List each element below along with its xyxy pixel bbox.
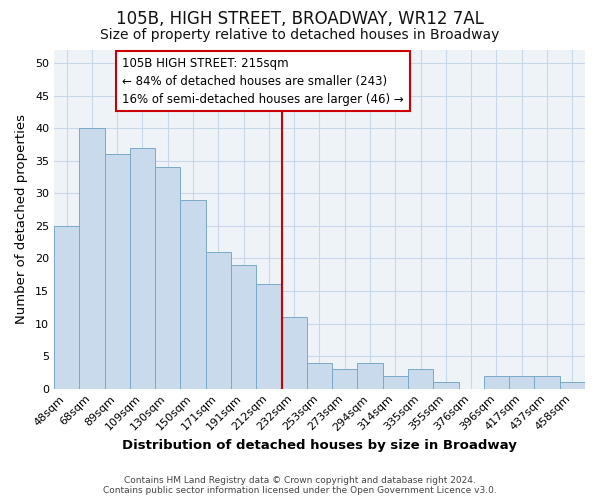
Bar <box>433 382 458 388</box>
X-axis label: Distribution of detached houses by size in Broadway: Distribution of detached houses by size … <box>122 440 517 452</box>
Bar <box>535 376 560 388</box>
Bar <box>358 362 383 388</box>
Text: Size of property relative to detached houses in Broadway: Size of property relative to detached ho… <box>100 28 500 42</box>
Y-axis label: Number of detached properties: Number of detached properties <box>15 114 28 324</box>
Bar <box>155 167 181 388</box>
Bar <box>206 252 231 388</box>
Bar <box>383 376 408 388</box>
Bar <box>332 369 358 388</box>
Bar <box>104 154 130 388</box>
Text: 105B HIGH STREET: 215sqm
← 84% of detached houses are smaller (243)
16% of semi-: 105B HIGH STREET: 215sqm ← 84% of detach… <box>122 56 404 106</box>
Text: Contains HM Land Registry data © Crown copyright and database right 2024.
Contai: Contains HM Land Registry data © Crown c… <box>103 476 497 495</box>
Text: 105B, HIGH STREET, BROADWAY, WR12 7AL: 105B, HIGH STREET, BROADWAY, WR12 7AL <box>116 10 484 28</box>
Bar <box>281 317 307 388</box>
Bar <box>54 226 79 388</box>
Bar <box>181 200 206 388</box>
Bar <box>130 148 155 388</box>
Bar <box>307 362 332 388</box>
Bar <box>560 382 585 388</box>
Bar <box>408 369 433 388</box>
Bar <box>256 284 281 389</box>
Bar <box>484 376 509 388</box>
Bar <box>231 265 256 388</box>
Bar <box>79 128 104 388</box>
Bar <box>509 376 535 388</box>
